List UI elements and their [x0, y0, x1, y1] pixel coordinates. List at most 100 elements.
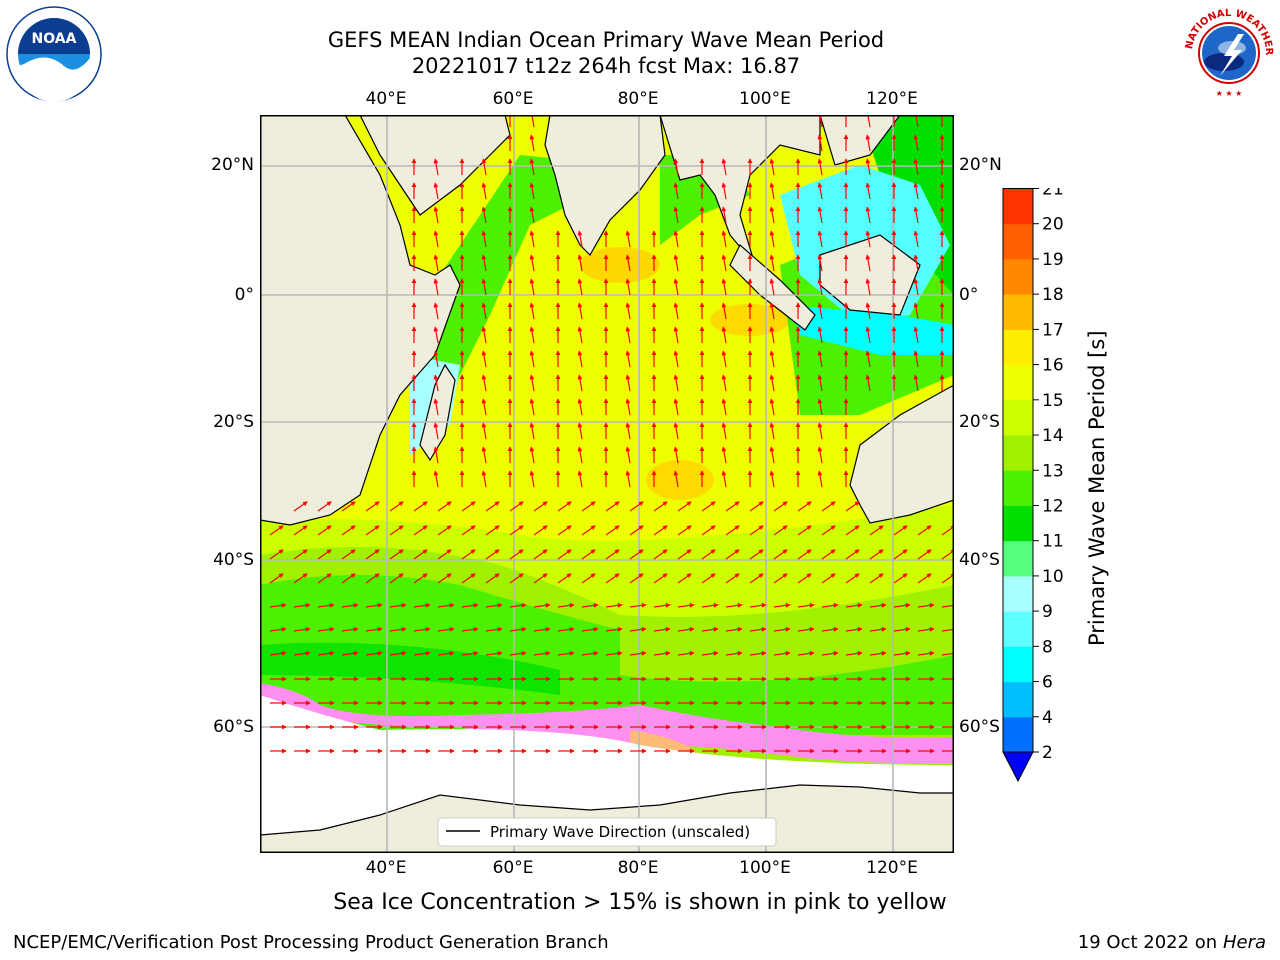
wave-arrow [673, 206, 679, 224]
colorbar-tick-label: 13 [1042, 461, 1064, 481]
colorbar-segment [1003, 575, 1033, 612]
wave-arrow [653, 525, 668, 536]
wave-arrow [577, 470, 583, 488]
wave-arrow [389, 549, 404, 560]
wave-arrow [317, 573, 332, 584]
wave-arrow [817, 374, 823, 392]
wave-arrow [673, 470, 679, 488]
wave-arrow [605, 602, 623, 608]
wave-arrow [629, 525, 644, 536]
wave-arrow [481, 350, 487, 368]
wave-arrow [529, 206, 535, 224]
wave-arrow [577, 446, 583, 464]
wave-arrow [365, 602, 383, 608]
wave-arrow [557, 602, 575, 608]
wave-arrow [533, 650, 551, 656]
wave-arrow [869, 626, 887, 632]
wave-arrow [365, 525, 380, 536]
wave-arrow [845, 602, 863, 608]
wave-arrow [893, 602, 911, 608]
wave-arrow [485, 549, 500, 560]
wave-arrow [433, 398, 439, 416]
wave-arrow [725, 549, 740, 560]
wave-arrow [389, 573, 404, 584]
wave-arrow [413, 602, 431, 608]
colorbar-tick-label: 8 [1042, 637, 1053, 657]
lat-label-left-20s: 20°S [213, 412, 254, 432]
wave-arrow [769, 446, 775, 464]
wave-arrow [701, 525, 716, 536]
sea-ice-band [260, 683, 954, 764]
wave-arrow [721, 398, 727, 416]
colorbar-segment [1003, 435, 1033, 471]
wave-arrow [673, 398, 679, 416]
colorbar-segment [1003, 505, 1033, 542]
plot-title: GEFS MEAN Indian Ocean Primary Wave Mean… [327, 28, 885, 52]
nws-logo: NATIONAL WEATHER SERVICE ★ ★ ★ [1180, 4, 1276, 100]
wave-arrow [481, 446, 487, 464]
wave-arrow [625, 230, 631, 248]
wave-arrow [821, 525, 836, 536]
wave-arrow [433, 350, 439, 368]
wave-arrow [581, 626, 599, 632]
wave-arrow [673, 158, 679, 176]
lat-label-left-40s: 40°S [213, 550, 254, 570]
wave-arrow [797, 501, 812, 512]
wave-arrow [893, 549, 908, 560]
wave-arrow [893, 573, 908, 584]
lon-label-bottom-40e: 40°E [365, 858, 407, 878]
colorbar-tick-label: 17 [1042, 320, 1064, 340]
wave-arrow [769, 398, 775, 416]
wave-arrow [629, 650, 647, 656]
wave-arrow [413, 650, 431, 656]
wave-arrow [865, 326, 871, 344]
wave-arrow [625, 374, 631, 392]
wave-arrow [433, 278, 439, 296]
wave-arrow [653, 626, 671, 632]
wave-arrow [577, 374, 583, 392]
wave-arrow [869, 573, 884, 584]
wave-arrow [817, 446, 823, 464]
wave-arrow [865, 254, 871, 272]
wave-arrow [481, 254, 487, 272]
wave-arrow [701, 602, 719, 608]
wave-direction-arrows [269, 115, 954, 754]
wave-arrow [721, 302, 727, 320]
colorbar-segment [1003, 470, 1033, 506]
wave-arrow [769, 182, 775, 200]
wave-arrow [389, 501, 404, 512]
wave-arrow [269, 573, 284, 584]
wave-arrow [509, 573, 524, 584]
legend-text: Primary Wave Direction (unscaled) [490, 823, 750, 841]
wave-arrow [413, 573, 428, 584]
wave-arrow [673, 302, 679, 320]
wave-arrow [913, 278, 919, 296]
wave-arrow [917, 549, 932, 560]
wave-arrow [481, 206, 487, 224]
wave-arrow [413, 549, 428, 560]
wave-arrow [577, 326, 583, 344]
lat-label-left-0: 0° [234, 285, 254, 305]
wave-arrow [725, 626, 743, 632]
lon-label-top-80e: 80°E [617, 89, 659, 109]
wave-arrow [605, 573, 620, 584]
land-india [544, 115, 666, 256]
wave-arrow [481, 182, 487, 200]
wave-arrow [557, 626, 575, 632]
wave-arrow [481, 422, 487, 440]
wave-arrow [725, 573, 740, 584]
wave-arrow [817, 254, 823, 272]
wave-arrow [677, 650, 695, 656]
colorbar-under-triangle [1002, 751, 1034, 783]
wave-arrow [529, 422, 535, 440]
footer-date: 19 Oct 2022 on Hera [1078, 932, 1266, 953]
wave-arrow [773, 602, 791, 608]
wave-arrow [629, 626, 647, 632]
wave-arrow [461, 549, 476, 560]
wave-arrow [557, 573, 572, 584]
wave-arrow [625, 278, 631, 296]
wave-arrow [293, 525, 308, 536]
wave-arrow [577, 398, 583, 416]
colorbar-tick-label: 15 [1042, 391, 1064, 411]
wave-arrow [893, 650, 911, 656]
